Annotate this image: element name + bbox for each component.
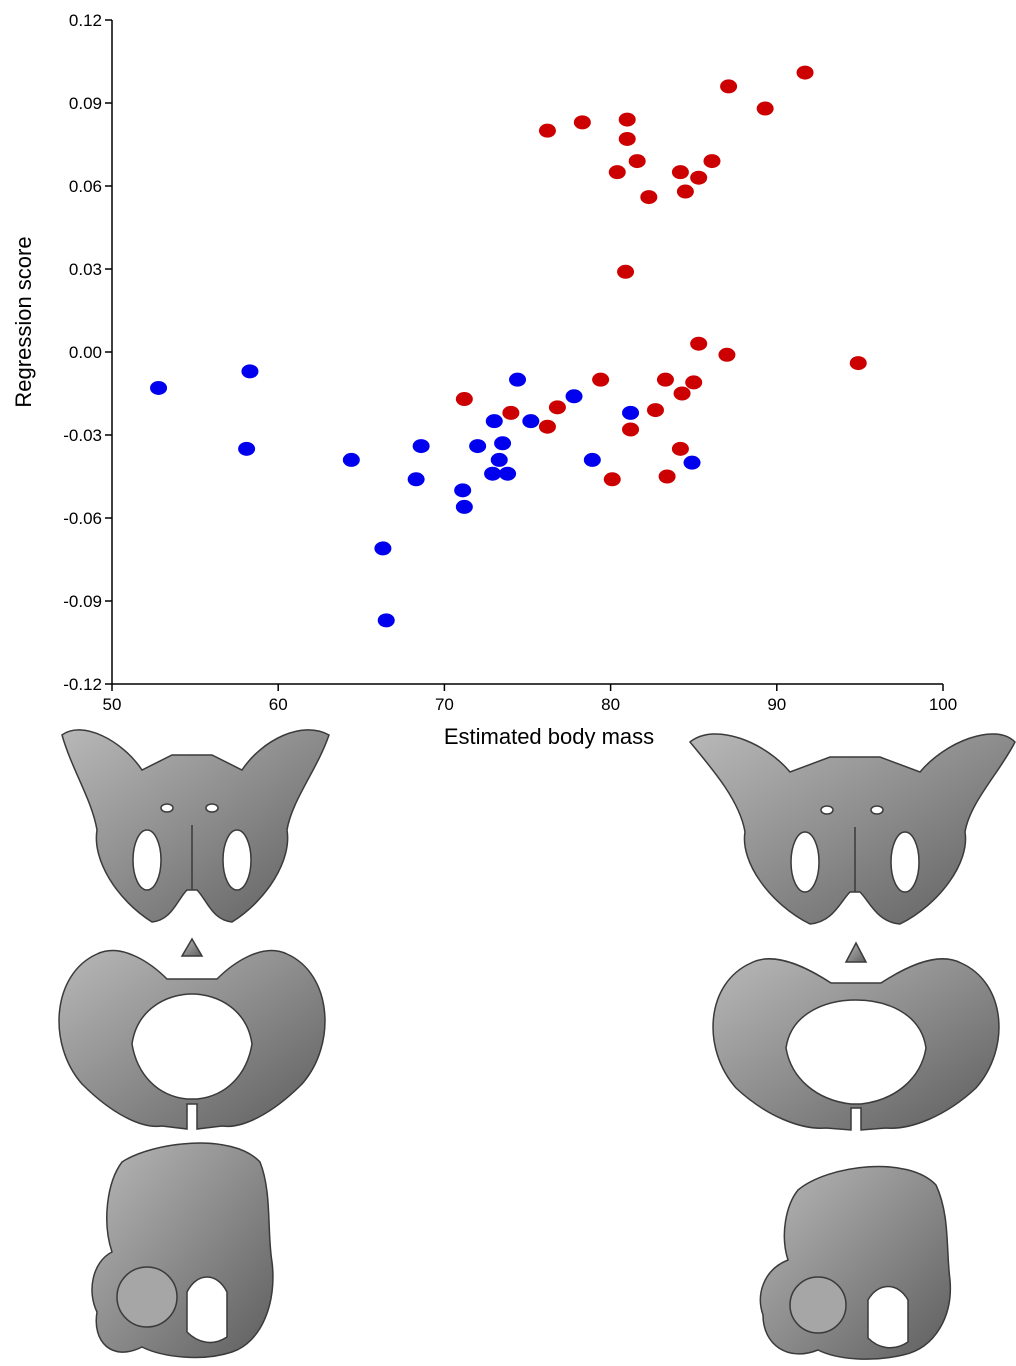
x-ticks: 50 60 70 80 90 100: [103, 684, 957, 714]
data-point-red: [685, 375, 703, 390]
data-point-red: [756, 101, 774, 116]
x-tick-label: 80: [601, 695, 620, 714]
y-tick-label: -0.09: [63, 592, 102, 611]
pelvis-lateral-view-icon: [759, 1165, 952, 1360]
x-tick-label: 70: [435, 695, 454, 714]
data-point-blue: [622, 405, 640, 420]
x-tick-label: 90: [767, 695, 786, 714]
data-point-red: [646, 403, 664, 418]
data-point-red: [671, 441, 689, 456]
data-point-red: [548, 400, 566, 415]
data-point-blue: [494, 436, 512, 451]
x-tick-label: 60: [269, 695, 288, 714]
data-point-red: [618, 131, 636, 146]
data-point-blue: [241, 364, 259, 379]
data-point-red: [640, 190, 658, 205]
data-point-blue: [490, 452, 508, 467]
x-tick-label: 50: [103, 695, 122, 714]
pelvis-superior-view-icon: [58, 937, 326, 1130]
scatter-chart: 0.12 0.09 0.06 0.03 0.00 -0.03 -0.06 -0.09 -0.12…: [11, 11, 957, 749]
data-point-blue: [583, 452, 601, 467]
y-axis-title: Regression score: [11, 236, 36, 407]
data-point-red: [538, 123, 556, 138]
data-point-red: [658, 469, 676, 484]
data-point-red: [592, 372, 610, 387]
data-point-blue: [484, 466, 502, 481]
y-tick-label: 0.12: [69, 11, 102, 30]
data-point-blue: [150, 380, 168, 395]
data-point-blue: [238, 441, 256, 456]
data-point-red: [538, 419, 556, 434]
data-point-blue: [407, 472, 425, 487]
pelvis-illustrations-right: [688, 733, 1016, 1360]
data-point-blue: [565, 389, 583, 404]
data-point-red: [690, 170, 708, 185]
pelvis-anterior-view-icon: [688, 733, 1016, 925]
data-point-red: [617, 264, 635, 279]
data-point-red: [849, 356, 867, 371]
data-point-blue: [469, 439, 487, 454]
y-tick-label: 0.06: [69, 177, 102, 196]
data-point-blue: [342, 452, 360, 467]
pelvis-anterior-view-icon: [61, 729, 330, 923]
data-point-red: [796, 65, 814, 80]
data-point-red: [718, 347, 736, 362]
data-point-blue: [509, 372, 527, 387]
data-point-red: [608, 165, 626, 180]
y-tick-label: -0.03: [63, 426, 102, 445]
data-point-red: [656, 372, 674, 387]
y-tick-label: 0.00: [69, 343, 102, 362]
data-point-blue: [522, 414, 540, 429]
y-tick-label: -0.06: [63, 509, 102, 528]
data-point-red: [455, 392, 473, 407]
data-point-red: [573, 115, 591, 130]
data-points: [150, 65, 867, 628]
data-point-red: [618, 112, 636, 127]
data-point-red: [628, 154, 646, 169]
x-axis-title: Estimated body mass: [444, 724, 654, 749]
data-point-blue: [485, 414, 503, 429]
pelvis-lateral-view-icon: [91, 1142, 274, 1359]
data-point-blue: [499, 466, 517, 481]
data-point-red: [502, 405, 520, 420]
data-point-red: [622, 422, 640, 437]
pelvis-superior-view-icon: [712, 941, 1000, 1131]
data-point-blue: [455, 499, 473, 514]
data-point-red: [720, 79, 738, 94]
data-point-red: [671, 165, 689, 180]
y-tick-label: 0.03: [69, 260, 102, 279]
data-point-red: [690, 336, 708, 351]
data-point-blue: [377, 613, 395, 628]
data-point-blue: [412, 439, 430, 454]
x-tick-label: 100: [929, 695, 957, 714]
data-point-red: [673, 386, 691, 401]
y-tick-label: -0.12: [63, 675, 102, 694]
pelvis-illustrations-left: [58, 729, 330, 1359]
data-point-red: [703, 154, 721, 169]
data-point-blue: [454, 483, 472, 498]
y-ticks: 0.12 0.09 0.06 0.03 0.00 -0.03 -0.06 -0.09 -0.12: [63, 11, 112, 694]
y-tick-label: 0.09: [69, 94, 102, 113]
data-point-red: [676, 184, 694, 199]
data-point-blue: [683, 455, 701, 470]
data-point-red: [603, 472, 621, 487]
data-point-blue: [374, 541, 392, 556]
